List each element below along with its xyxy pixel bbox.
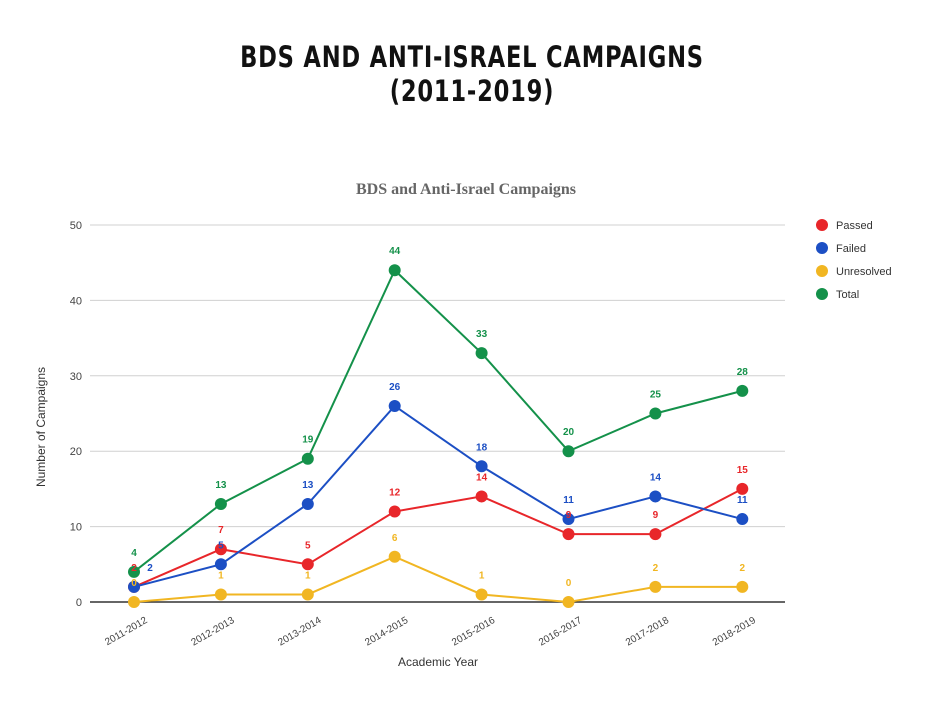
chart-title: BDS and Anti-Israel Campaigns <box>356 181 576 198</box>
data-label-unresolved: 2 <box>653 563 659 574</box>
data-label-failed: 5 <box>218 540 224 551</box>
y-tick-label: 50 <box>70 220 82 232</box>
data-point-total <box>562 445 575 458</box>
data-label-passed: 14 <box>476 472 488 483</box>
data-label-unresolved: 1 <box>305 570 311 581</box>
data-point-passed <box>562 528 575 541</box>
legend-marker-passed <box>816 219 828 231</box>
y-tick-label: 20 <box>70 446 82 458</box>
data-label-passed: 5 <box>305 540 311 551</box>
data-label-passed: 9 <box>653 510 659 521</box>
data-point-unresolved <box>562 596 575 608</box>
data-label-unresolved: 6 <box>392 533 398 544</box>
x-tick-label: 2012-2013 <box>189 615 236 649</box>
data-label-unresolved: 0 <box>131 578 137 589</box>
data-label-unresolved: 1 <box>479 570 485 581</box>
series-line-total <box>133 268 743 573</box>
x-tick-label: 2015-2016 <box>450 615 497 649</box>
data-point-failed <box>562 513 575 526</box>
data-label-total: 33 <box>476 329 488 340</box>
page-title-line-1: BDS AND ANTI-ISRAEL CAMPAIGNS <box>240 40 704 74</box>
data-point-failed <box>649 490 662 503</box>
data-point-passed <box>475 490 488 503</box>
data-label-passed: 9 <box>566 510 572 521</box>
series-line-unresolved <box>133 555 743 604</box>
data-point-passed <box>649 528 662 541</box>
data-point-failed <box>388 399 401 412</box>
data-label-failed: 13 <box>302 480 314 491</box>
series-line-passed <box>133 488 743 588</box>
legend-label-unresolved: Unresolved <box>836 266 892 278</box>
data-label-total: 44 <box>389 246 401 257</box>
data-label-failed: 2 <box>147 563 153 574</box>
data-label-total: 28 <box>737 367 749 378</box>
data-point-passed <box>736 482 749 495</box>
data-label-total: 13 <box>215 480 227 491</box>
data-point-unresolved <box>214 588 227 601</box>
data-point-failed <box>128 580 140 593</box>
data-point-failed <box>214 558 227 571</box>
data-point-total <box>475 347 488 360</box>
data-label-total: 19 <box>302 435 314 446</box>
data-label-passed: 2 <box>131 563 137 574</box>
data-point-unresolved <box>128 596 140 608</box>
legend-label-passed: Passed <box>836 220 873 232</box>
legend-marker-failed <box>816 242 828 254</box>
data-label-unresolved: 2 <box>740 563 746 574</box>
y-tick-label: 0 <box>76 597 82 609</box>
legend-marker-unresolved <box>816 265 828 277</box>
data-point-total <box>128 565 140 578</box>
x-tick-label: 2011-2012 <box>103 615 150 648</box>
data-point-failed <box>475 460 488 473</box>
data-label-passed: 12 <box>389 488 401 499</box>
data-label-total: 4 <box>131 548 137 559</box>
y-tick-label: 40 <box>70 295 82 307</box>
page-title: BDS AND ANTI-ISRAEL CAMPAIGNS (2011-2019… <box>104 40 840 108</box>
data-point-total <box>214 497 227 510</box>
data-label-unresolved: 0 <box>566 578 572 589</box>
data-point-passed <box>388 505 401 518</box>
page-title-line-2: (2011-2019) <box>389 74 555 108</box>
y-axis-label: Number of Campaigns <box>34 367 48 487</box>
legend-marker-total <box>816 288 828 300</box>
data-point-total <box>649 407 662 420</box>
data-label-failed: 26 <box>389 382 401 393</box>
data-label-failed: 11 <box>563 495 574 506</box>
data-point-failed <box>301 497 314 510</box>
data-label-total: 20 <box>563 427 575 438</box>
data-point-passed <box>214 543 227 556</box>
data-point-passed <box>301 558 314 571</box>
data-point-failed <box>736 513 749 526</box>
legend-label-total: Total <box>836 289 859 301</box>
data-label-total: 25 <box>650 390 662 401</box>
data-label-passed: 7 <box>218 525 224 536</box>
data-label-failed: 11 <box>737 495 748 506</box>
x-tick-label: 2014-2015 <box>363 615 410 649</box>
x-tick-label: 2016-2017 <box>537 615 584 649</box>
data-label-unresolved: 1 <box>218 570 224 581</box>
data-point-total <box>736 384 749 397</box>
legend-label-failed: Failed <box>836 243 866 255</box>
data-point-unresolved <box>388 550 401 563</box>
data-point-unresolved <box>649 580 662 593</box>
data-label-passed: 15 <box>737 465 749 476</box>
x-tick-label: 2017-2018 <box>624 615 671 649</box>
data-point-total <box>388 264 401 277</box>
x-tick-label: 2018-2019 <box>711 615 758 649</box>
data-point-unresolved <box>301 588 314 601</box>
y-tick-label: 30 <box>70 371 82 383</box>
data-point-unresolved <box>736 580 749 593</box>
y-tick-label: 10 <box>70 522 82 534</box>
x-axis-label: Academic Year <box>398 655 478 669</box>
data-label-failed: 14 <box>650 472 662 483</box>
series-line-failed <box>133 404 743 588</box>
data-label-failed: 18 <box>476 442 488 453</box>
data-point-total <box>301 452 314 465</box>
x-tick-label: 2013-2014 <box>276 615 323 649</box>
data-point-unresolved <box>475 588 488 601</box>
